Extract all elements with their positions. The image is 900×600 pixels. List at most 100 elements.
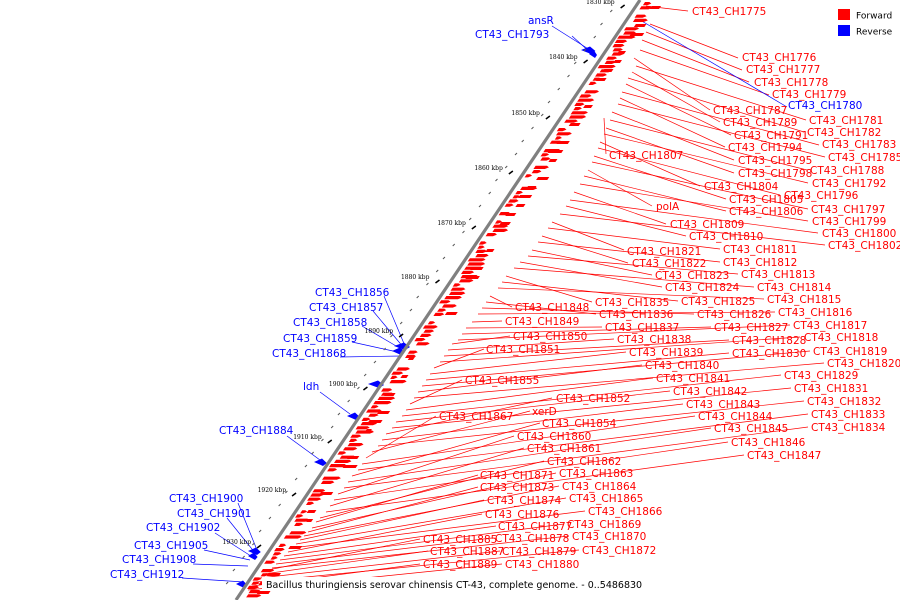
forward-gene-arrow xyxy=(252,577,262,581)
gene-label-ct43-ch1783: CT43_CH1783 xyxy=(822,139,896,151)
forward-gene-arrow xyxy=(347,456,360,459)
connector-ct43-ch1869 xyxy=(279,523,565,561)
gene-label-ct43-ch1873: CT43_CH1873 xyxy=(480,482,554,494)
connector-pola xyxy=(587,169,653,207)
minor-feature-mark xyxy=(258,529,262,533)
forward-gene-arrow xyxy=(368,413,379,417)
gene-label-ct43-ch1821: CT43_CH1821 xyxy=(627,246,701,258)
forward-gene-arrow xyxy=(433,312,445,316)
connector-ct43-ch1779 xyxy=(639,49,770,96)
forward-gene-arrow xyxy=(370,405,379,409)
connector-ct43-ch1867 xyxy=(365,415,437,459)
forward-gene-arrow xyxy=(573,107,582,111)
forward-gene-arrow xyxy=(260,569,275,573)
gene-label-ct43-ch1838: CT43_CH1838 xyxy=(617,334,691,346)
gene-label-ct43-ch1833: CT43_CH1833 xyxy=(811,409,885,421)
connector-ct43-ch1820 xyxy=(413,362,825,399)
gene-label-ct43-ch1908: CT43_CH1908 xyxy=(122,554,196,566)
connector-ct43-ch1832 xyxy=(377,400,805,447)
forward-gene-arrow xyxy=(467,258,486,262)
gene-label-ct43-ch1849: CT43_CH1849 xyxy=(505,316,579,328)
gene-label-ct43-ch1846: CT43_CH1846 xyxy=(731,437,806,449)
legend-swatch-reverse xyxy=(838,25,850,36)
gene-label-ct43-ch1879: CT43_CH1879 xyxy=(502,546,576,558)
connector-ct43-ch1901 xyxy=(226,517,257,555)
forward-gene-arrow xyxy=(400,375,409,378)
connector-ct43-ch1874 xyxy=(299,499,485,541)
connector-ct43-ch1827 xyxy=(461,326,712,335)
forward-gene-arrow xyxy=(347,443,364,447)
gene-label-ct43-ch1824: CT43_CH1824 xyxy=(665,282,740,294)
connector-ct43-ch1902 xyxy=(214,532,255,559)
forward-gene-arrow xyxy=(595,73,607,77)
connector-ct43-ch1811 xyxy=(547,227,721,250)
forward-gene-arrow xyxy=(568,123,581,126)
gene-label-ct43-ch1859: CT43_CH1859 xyxy=(283,333,357,345)
connector-ct43-ch1815 xyxy=(497,287,765,300)
gene-label-ct43-ch1816: CT43_CH1816 xyxy=(778,307,853,319)
forward-gene-arrow xyxy=(540,153,550,157)
gene-label-ct43-ch1887: CT43_CH1887 xyxy=(430,546,504,558)
forward-gene-arrow xyxy=(389,380,407,384)
connector-ct43-ch1822 xyxy=(541,235,629,264)
forward-gene-arrow xyxy=(518,195,533,198)
gene-label-ct43-ch1831: CT43_CH1831 xyxy=(794,383,868,395)
connector-ct43-ch1821 xyxy=(551,221,625,251)
gene-label-ct43-ch1804: CT43_CH1804 xyxy=(704,181,779,193)
connector-ct43-ch1789 xyxy=(631,71,721,123)
gene-label-ct43-ch1877: CT43_CH1877 xyxy=(498,521,572,533)
gene-label-ct43-ch1787: CT43_CH1787 xyxy=(713,105,787,117)
forward-gene-arrow xyxy=(355,430,374,434)
gene-label-ct43-ch1851: CT43_CH1851 xyxy=(486,344,560,356)
gene-label-ct43-ch1826: CT43_CH1826 xyxy=(697,309,772,321)
connector-ct43-ch1792 xyxy=(603,133,809,184)
connector-ct43-ch1845 xyxy=(347,427,712,483)
connector-ct43-ch1833 xyxy=(357,413,809,471)
forward-gene-arrow xyxy=(355,426,370,430)
gene-label-ct43-ch1841: CT43_CH1841 xyxy=(656,373,730,385)
connector-ct43-ch1850 xyxy=(451,335,511,345)
forward-gene-arrow xyxy=(629,33,645,36)
forward-gene-arrow xyxy=(427,321,436,325)
gene-label-ct43-ch1785: CT43_CH1785 xyxy=(828,152,900,164)
tick-label-1860-kbp: 1860 kbp xyxy=(474,165,503,172)
connector-ct43-ch1863 xyxy=(311,472,557,529)
forward-gene-arrow xyxy=(384,393,396,396)
forward-gene-arrow xyxy=(540,157,551,161)
forward-gene-arrow xyxy=(342,465,358,468)
forward-gene-arrow xyxy=(327,468,338,472)
forward-gene-arrow xyxy=(617,35,636,39)
forward-gene-arrow xyxy=(256,591,271,594)
forward-gene-arrow xyxy=(294,518,310,522)
reverse-gene-arrow xyxy=(248,547,261,555)
connector-ct43-ch1788 xyxy=(609,119,808,171)
forward-gene-arrow xyxy=(348,438,358,442)
connector-ct43-ch1797 xyxy=(591,161,809,210)
gene-label-ct43-ch1852: CT43_CH1852 xyxy=(556,393,630,405)
forward-gene-arrow xyxy=(602,69,614,72)
tick-label-1850-kbp: 1850 kbp xyxy=(511,110,540,117)
minor-feature-mark xyxy=(399,321,403,325)
connector-ct43-ch1823 xyxy=(531,249,653,276)
gene-label-ct43-ch1823: CT43_CH1823 xyxy=(655,270,729,282)
forward-gene-arrow xyxy=(294,522,304,526)
forward-gene-arrow xyxy=(556,141,570,144)
connector-ct43-ch1847 xyxy=(325,454,745,513)
forward-gene-arrow xyxy=(444,312,458,315)
connector-ct43-ch1831 xyxy=(391,387,792,429)
connector-ct43-ch1816 xyxy=(477,311,776,315)
forward-gene-arrow xyxy=(423,329,435,333)
gene-label-ct43-ch1857: CT43_CH1857 xyxy=(309,302,383,314)
connector-ct43-ch1837 xyxy=(465,326,603,329)
forward-gene-arrow xyxy=(441,304,457,308)
minor-feature-mark xyxy=(294,477,298,481)
forward-gene-arrow xyxy=(588,81,597,85)
gene-label-ct43-ch1884: CT43_CH1884 xyxy=(219,425,294,437)
gene-label-ct43-ch1779: CT43_CH1779 xyxy=(772,89,846,101)
reverse-gene-arrow xyxy=(314,458,327,466)
forward-gene-arrow xyxy=(505,213,517,216)
gene-label-ct43-ch1788: CT43_CH1788 xyxy=(810,165,884,177)
gene-label-ct43-ch1775: CT43_CH1775 xyxy=(692,6,766,18)
minor-feature-mark xyxy=(268,516,272,520)
